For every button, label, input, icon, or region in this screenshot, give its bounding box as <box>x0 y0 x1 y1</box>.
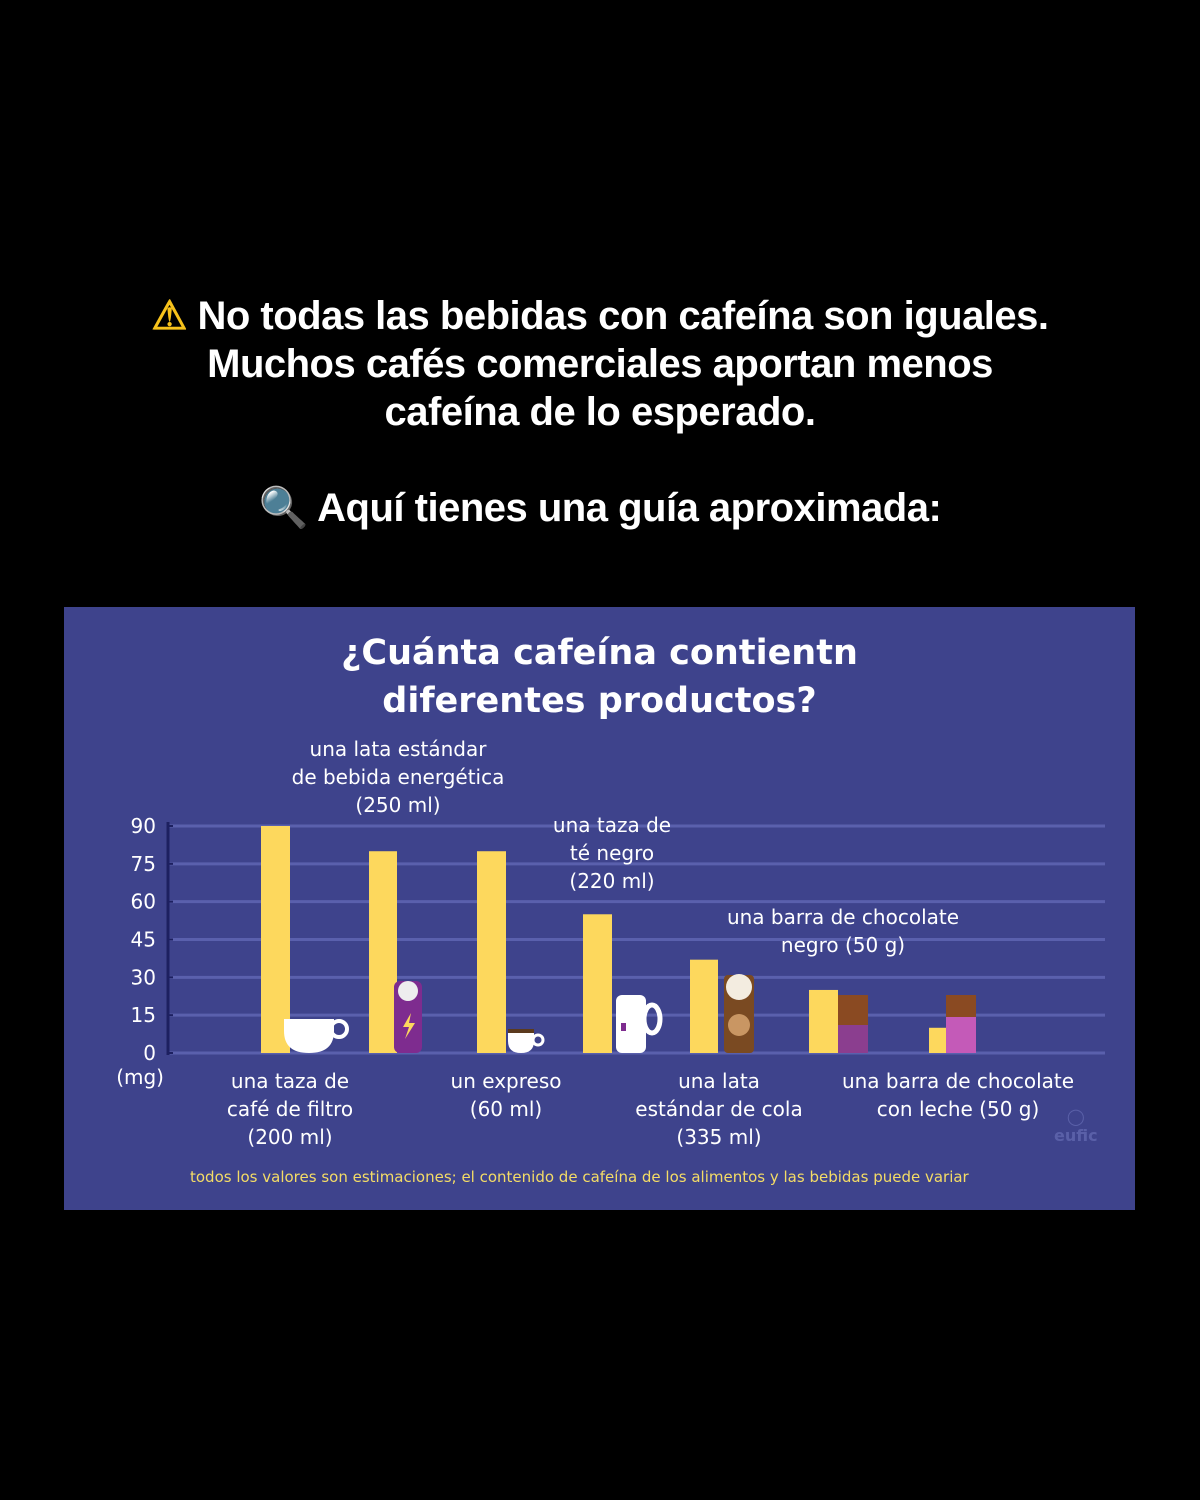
caption-line-2: Muchos cafés comerciales aportan menos <box>207 342 993 386</box>
watermark-text: eufic <box>1054 1126 1098 1145</box>
espresso-cup-icon <box>508 1029 545 1053</box>
title-line-1: ¿Cuánta cafeína contientn <box>341 633 858 673</box>
y-tick-label: 75 <box>131 852 156 876</box>
watermark-logo: ◯ eufic <box>1054 1107 1098 1145</box>
category-label-line: una lata estándar <box>309 737 487 761</box>
bar-3 <box>583 914 612 1053</box>
cola-can-icon <box>724 974 754 1053</box>
coffee-cup-icon <box>284 1019 349 1053</box>
category-label-line: una taza de <box>552 813 672 837</box>
magnifier-icon: 🔍 <box>258 486 309 530</box>
category-label-5: una barra de chocolate negro (50 g) <box>727 903 959 959</box>
category-label-line: negro (50 g) <box>780 933 906 957</box>
bar-5 <box>809 989 838 1053</box>
y-tick-label: 60 <box>131 890 156 914</box>
category-label-3: una taza de té negro (220 ml) <box>553 811 671 895</box>
category-label-line: café de filtro <box>226 1097 354 1121</box>
chart-svg: 0 15 30 45 60 75 90 (mg) <box>116 814 1105 1089</box>
chart-note: todos los valores son estimaciones; el c… <box>190 1168 969 1186</box>
bar-0 <box>261 826 290 1053</box>
category-label-line: un expreso <box>450 1069 562 1093</box>
category-label-line: té negro <box>569 841 655 865</box>
category-label-line: (250 ml) <box>355 793 441 817</box>
caption-line-3: cafeína de lo esperado. <box>384 390 816 434</box>
y-tick-label: 90 <box>131 814 156 838</box>
y-tick-label: 0 <box>143 1041 156 1065</box>
dark-chocolate-icon <box>838 995 868 1053</box>
caption-text: Aquí tienes una guía aproximada: <box>317 486 942 530</box>
category-label-0: una taza de café de filtro (200 ml) <box>227 1067 353 1151</box>
bar-4 <box>690 959 718 1053</box>
caption-line-4: 🔍 Aquí tienes una guía aproximada: <box>0 484 1200 532</box>
bar-6 <box>929 1027 946 1053</box>
y-tick-label: 15 <box>131 1003 156 1027</box>
category-label-line: de bebida energética <box>291 765 505 789</box>
category-label-1: una lata estándar de bebida energética (25… <box>292 735 505 819</box>
milk-chocolate-icon <box>946 995 976 1053</box>
category-label-line: estándar de cola <box>635 1097 803 1121</box>
bar-2 <box>477 851 506 1053</box>
caption-text: No todas las bebidas con cafeína son igu… <box>197 294 1049 338</box>
category-label-line: (200 ml) <box>247 1125 333 1149</box>
category-label-line: (220 ml) <box>569 869 655 893</box>
category-label-line: con leche (50 g) <box>876 1097 1040 1121</box>
chart-panel: 0 15 30 45 60 75 90 (mg) ¿Cuánta cafeína contie… <box>64 607 1135 1210</box>
category-label-line: una taza de <box>230 1069 350 1093</box>
title-line-2: diferentes productos? <box>382 681 817 721</box>
energy-drink-can-icon <box>394 981 422 1053</box>
chart-title: ¿Cuánta cafeína contientn diferentes prod… <box>64 629 1135 725</box>
category-label-line: una barra de chocolate <box>726 905 960 929</box>
category-label-6: una barra de chocolate con leche (50 g) <box>842 1067 1074 1123</box>
y-tick-label: 30 <box>131 965 156 989</box>
y-tick-label: 45 <box>131 928 156 952</box>
category-label-line: (60 ml) <box>469 1097 543 1121</box>
category-label-line: (335 ml) <box>676 1125 762 1149</box>
warning-icon: ⚠ <box>151 294 187 338</box>
category-label-line: una lata <box>678 1069 760 1093</box>
tea-mug-icon <box>616 995 663 1053</box>
category-label-line: una barra de chocolate <box>841 1069 1075 1093</box>
bar-1 <box>369 851 397 1053</box>
category-label-4: una lata estándar de cola (335 ml) <box>635 1067 802 1151</box>
caption-line-1: ⚠ No todas las bebidas con cafeína son i… <box>0 292 1200 340</box>
category-label-2: un expreso (60 ml) <box>451 1067 562 1123</box>
y-axis-label: (mg) <box>116 1065 164 1089</box>
